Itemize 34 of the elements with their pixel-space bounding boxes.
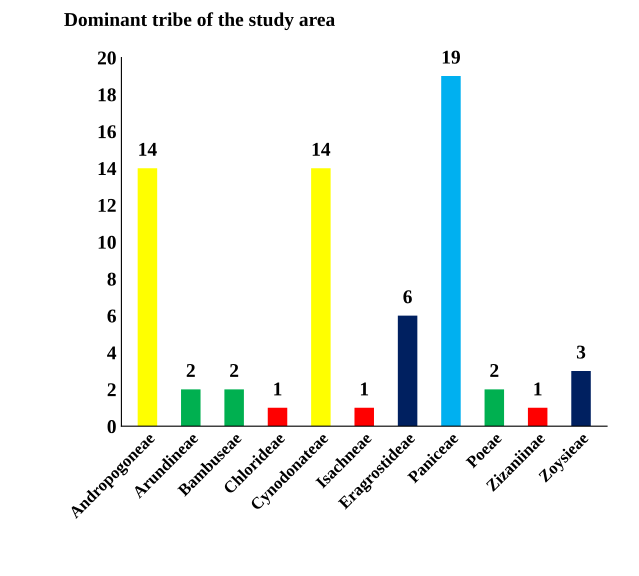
bar <box>484 389 504 426</box>
chart-title: Dominant tribe of the study area <box>64 12 335 30</box>
y-tick-label: 18 <box>98 88 116 102</box>
bar <box>268 408 288 426</box>
y-tick-label: 8 <box>107 272 116 286</box>
data-label: 14 <box>312 142 330 156</box>
data-label: 2 <box>186 364 195 377</box>
data-label: 14 <box>139 142 157 156</box>
bar <box>571 370 591 426</box>
data-label: 1 <box>360 382 368 396</box>
y-tick-label: 6 <box>107 310 116 323</box>
data-label: 2 <box>490 364 498 377</box>
bar <box>528 408 548 426</box>
data-label: 1 <box>534 382 542 396</box>
y-tick-label: 12 <box>98 198 116 212</box>
data-label: 3 <box>576 346 586 359</box>
bar <box>354 408 374 426</box>
bar <box>398 316 418 426</box>
bar <box>138 168 158 426</box>
bar <box>441 76 461 426</box>
y-tick-label: 16 <box>98 125 116 138</box>
bar <box>311 168 331 426</box>
y-tick-label: 10 <box>98 236 116 249</box>
data-label: 1 <box>274 382 282 396</box>
y-tick-label: 2 <box>108 383 116 396</box>
data-label: 6 <box>403 290 412 304</box>
data-label: 2 <box>230 364 238 377</box>
data-label: 19 <box>442 50 460 64</box>
y-tick-label: 4 <box>107 346 116 360</box>
y-tick-label: 20 <box>98 51 116 65</box>
y-tick-label: 14 <box>98 162 116 175</box>
bar <box>181 389 201 426</box>
bar <box>224 389 244 426</box>
y-tick-label: 0 <box>108 420 116 434</box>
